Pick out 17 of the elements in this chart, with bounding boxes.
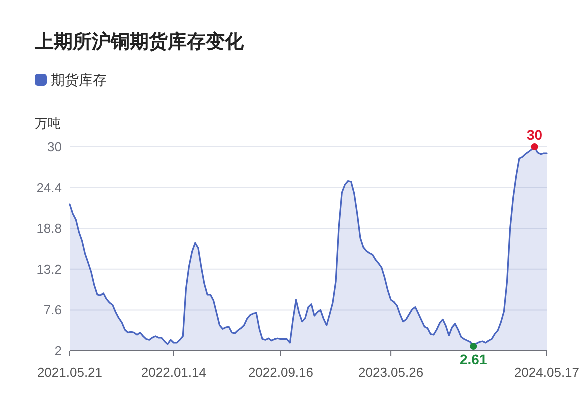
annotation: 30 [526,127,543,143]
x-tick-label: 2021.05.21 [37,365,103,380]
legend-item: 期货库存 [35,72,107,88]
y-tick-label: 7.6 [44,302,62,318]
y-tick-label: 18.8 [36,221,62,236]
y-tick-label: 13.2 [36,262,62,277]
legend-label: 期货库存 [51,72,107,88]
y-axis-title: 万吨 [35,116,61,131]
y-tick-label: 2 [54,344,62,358]
x-tick-label: 2023.05.26 [358,365,424,380]
x-tick-label: 2024.05.17 [514,365,580,380]
y-tick-label: 30 [48,140,62,154]
y-tick-label: 24.4 [36,180,62,196]
x-tick-label: 2022.01.14 [141,365,206,380]
annotation: 2.61 [460,352,488,368]
x-tick-label: 2022.09.16 [248,365,314,380]
title: 上期所沪铜期货库存变化 [35,32,244,53]
